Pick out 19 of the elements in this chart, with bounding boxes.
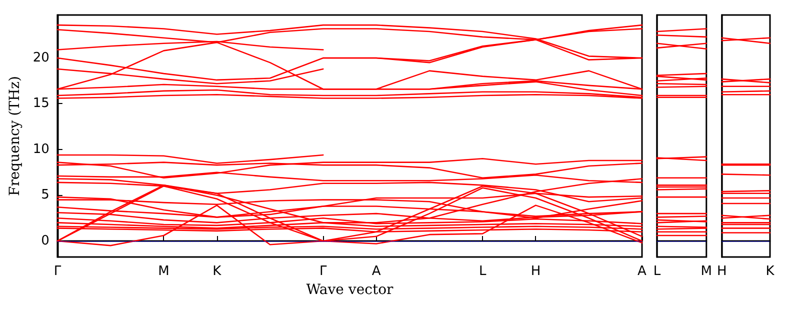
- x-tick-label: L: [653, 264, 662, 279]
- y-tick-label: 10: [32, 142, 50, 157]
- y-tick-label: 0: [41, 233, 50, 248]
- x-tick-label: H: [716, 264, 727, 279]
- y-tick-label: 5: [41, 188, 50, 203]
- x-tick-label: L: [478, 264, 487, 279]
- x-tick-label: K: [766, 264, 775, 279]
- y-axis-title: Frequency (THz): [7, 76, 23, 196]
- y-tick-label: 20: [32, 50, 50, 66]
- x-tick-label: M: [700, 264, 712, 279]
- x-tick-label: A: [638, 264, 647, 279]
- x-tick-label: H: [530, 264, 541, 279]
- y-tick-label: 15: [32, 96, 50, 112]
- x-tick-label: K: [212, 264, 222, 279]
- x-tick-label: M: [158, 264, 170, 279]
- x-tick-label: A: [372, 264, 381, 279]
- x-tick-label: Γ: [320, 264, 328, 279]
- x-tick-label: Γ: [54, 264, 62, 279]
- x-axis-title: Wave vector: [306, 282, 394, 298]
